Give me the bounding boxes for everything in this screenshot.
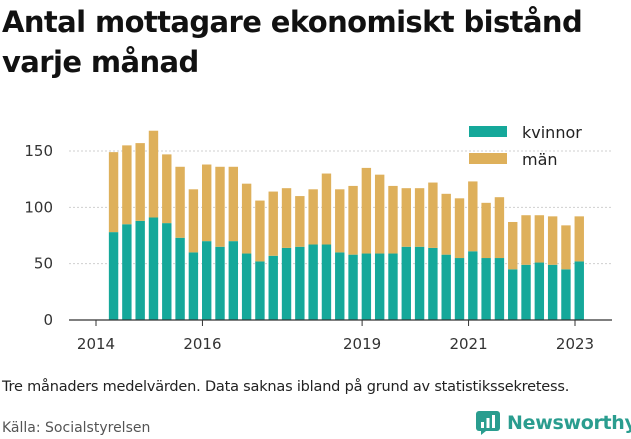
axes: 0 50 100 150 2014 2016 2019 2021 2023	[24, 142, 612, 353]
bar-man[interactable]	[454, 198, 465, 259]
chart-note: Tre månaders medelvärden. Data saknas ib…	[2, 379, 570, 395]
bar-man[interactable]	[374, 174, 385, 254]
bar-man[interactable]	[308, 189, 318, 245]
bar-man[interactable]	[574, 216, 584, 262]
bar-kvinnor[interactable]	[241, 253, 252, 320]
bar-man[interactable]	[428, 182, 438, 248]
brand-logo[interactable]: Newsworthy	[475, 407, 631, 439]
bar-man[interactable]	[414, 188, 425, 247]
bar-kvinnor[interactable]	[454, 258, 465, 320]
bar-man[interactable]	[162, 154, 172, 224]
y-tick-label: 50	[34, 255, 53, 273]
legend-label: kvinnor	[522, 123, 582, 142]
bar-kvinnor[interactable]	[268, 255, 278, 320]
bar-kvinnor[interactable]	[228, 241, 239, 320]
bar-man[interactable]	[202, 164, 212, 242]
bar-kvinnor[interactable]	[202, 241, 212, 320]
bar-kvinnor[interactable]	[414, 246, 425, 320]
x-tick-label: 2023	[556, 335, 594, 353]
bar-man[interactable]	[135, 143, 145, 221]
bar-man[interactable]	[508, 221, 518, 270]
bar-man[interactable]	[481, 202, 491, 259]
bar-man[interactable]	[534, 215, 545, 263]
bar-man[interactable]	[175, 166, 185, 238]
bar-man[interactable]	[521, 215, 531, 265]
bar-kvinnor[interactable]	[215, 246, 225, 320]
bar-kvinnor[interactable]	[148, 217, 159, 320]
bar-kvinnor[interactable]	[348, 254, 358, 320]
bar-kvinnor[interactable]	[534, 262, 545, 320]
bar-kvinnor[interactable]	[401, 246, 411, 320]
y-tick-label: 100	[24, 198, 53, 216]
bar-man[interactable]	[122, 145, 132, 225]
bar-kvinnor[interactable]	[281, 247, 292, 320]
bars	[108, 130, 584, 320]
bar-man[interactable]	[295, 196, 305, 247]
x-tick-label: 2021	[449, 335, 487, 353]
legend-swatch	[469, 153, 507, 164]
bar-man[interactable]	[281, 188, 292, 248]
bar-kvinnor[interactable]	[188, 252, 199, 320]
x-tick-label: 2019	[343, 335, 381, 353]
bar-man[interactable]	[468, 181, 478, 252]
y-tick-label: 0	[43, 311, 53, 329]
newsworthy-chart-icon	[476, 411, 500, 435]
x-tick-label: 2014	[77, 335, 115, 353]
brand-name: Newsworthy	[507, 412, 631, 434]
bar-kvinnor[interactable]	[335, 252, 345, 320]
bar-kvinnor[interactable]	[521, 264, 531, 320]
source-label: Källa: Socialstyrelsen	[2, 420, 151, 436]
bar-kvinnor[interactable]	[361, 253, 372, 320]
bar-man[interactable]	[561, 225, 571, 270]
bar-man[interactable]	[188, 189, 199, 253]
bar-man[interactable]	[255, 200, 265, 262]
bar-man[interactable]	[494, 197, 505, 259]
bar-kvinnor[interactable]	[135, 220, 145, 320]
bar-man[interactable]	[441, 193, 451, 255]
bar-kvinnor[interactable]	[295, 246, 305, 320]
bar-man[interactable]	[335, 189, 345, 253]
bar-man[interactable]	[321, 173, 332, 245]
bar-kvinnor[interactable]	[574, 261, 584, 320]
legend-label: män	[522, 150, 558, 169]
bar-kvinnor[interactable]	[441, 254, 451, 320]
bar-kvinnor[interactable]	[468, 251, 478, 320]
bar-kvinnor[interactable]	[374, 253, 385, 320]
bar-kvinnor[interactable]	[308, 244, 318, 320]
bar-kvinnor[interactable]	[481, 258, 491, 320]
bar-man[interactable]	[361, 167, 372, 254]
bar-man[interactable]	[401, 188, 411, 247]
bar-kvinnor[interactable]	[428, 247, 438, 320]
bar-man[interactable]	[268, 191, 278, 256]
bar-man[interactable]	[215, 166, 225, 247]
bar-kvinnor[interactable]	[162, 223, 172, 320]
bar-kvinnor[interactable]	[494, 258, 505, 320]
bar-man[interactable]	[388, 185, 398, 254]
bar-kvinnor[interactable]	[175, 237, 185, 320]
bar-kvinnor[interactable]	[388, 253, 398, 320]
bar-kvinnor[interactable]	[547, 264, 558, 320]
bar-kvinnor[interactable]	[561, 269, 571, 320]
chart: 0 50 100 150 2014 2016 2019 2021 2023 kvinnor män	[24, 123, 612, 353]
bar-kvinnor[interactable]	[508, 269, 518, 320]
bar-man[interactable]	[547, 216, 558, 265]
bar-man[interactable]	[108, 152, 119, 233]
chart-title: Antal mottagare ekonomiskt bistånd varje…	[2, 5, 583, 79]
x-tick-label: 2016	[183, 335, 221, 353]
bar-man[interactable]	[148, 130, 159, 218]
bar-man[interactable]	[348, 185, 358, 255]
bar-man[interactable]	[228, 166, 239, 242]
bar-man[interactable]	[241, 183, 252, 254]
y-tick-label: 150	[24, 142, 53, 160]
bar-kvinnor[interactable]	[108, 232, 119, 320]
bar-kvinnor[interactable]	[122, 224, 132, 320]
legend-swatch	[469, 126, 507, 137]
bar-kvinnor[interactable]	[321, 244, 332, 320]
bar-kvinnor[interactable]	[255, 261, 265, 320]
legend: kvinnor män	[469, 123, 582, 169]
